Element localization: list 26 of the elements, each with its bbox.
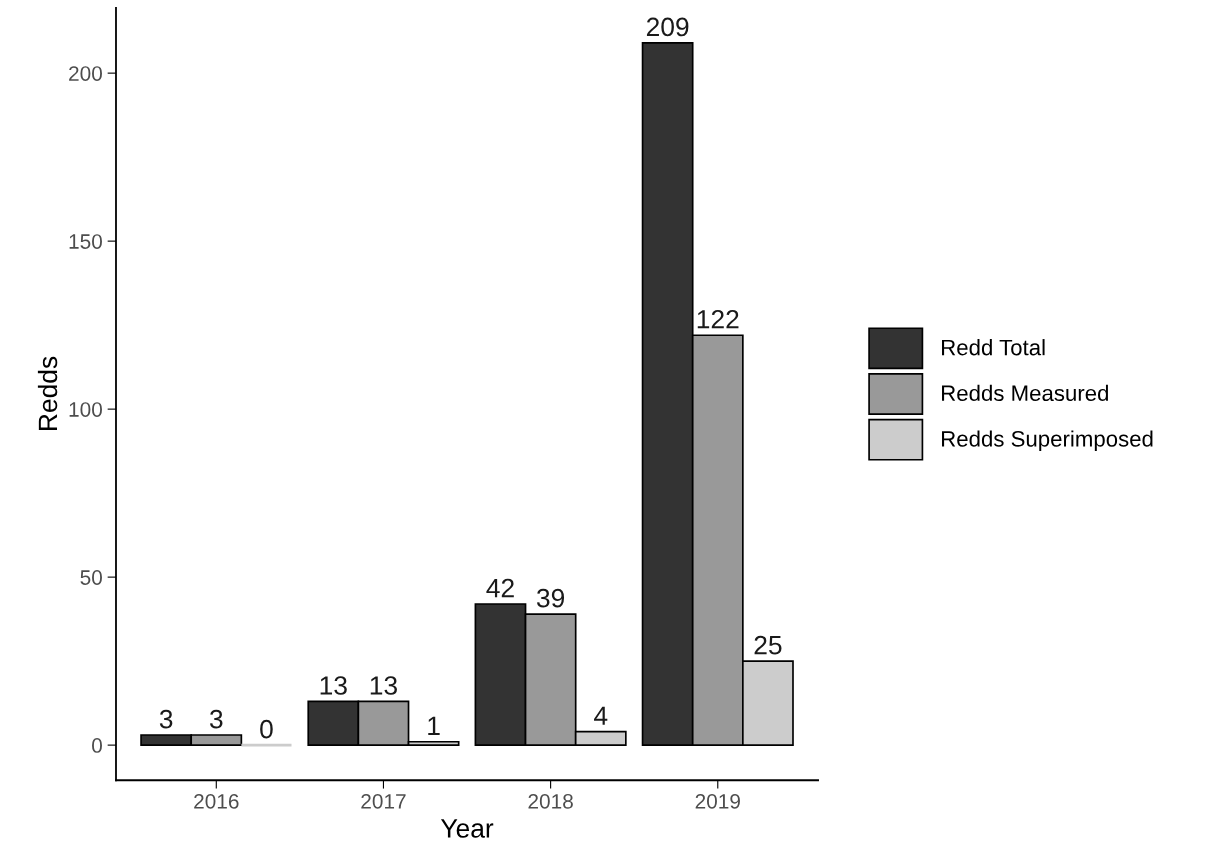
legend-label: Redds Measured xyxy=(942,384,1108,402)
data-label: 13 xyxy=(320,676,347,695)
y-tick-label: 100 xyxy=(69,402,102,417)
legend-label: Redd Total xyxy=(942,339,1045,356)
legend-label: Redds Superimposed xyxy=(942,430,1153,452)
x-tick-label: 2019 xyxy=(695,793,740,809)
x-tick-label: 2016 xyxy=(194,793,239,809)
data-label: 42 xyxy=(486,578,514,598)
x-tick-label: 2017 xyxy=(361,793,406,809)
data-label: 39 xyxy=(536,588,565,608)
data-label: 13 xyxy=(370,676,397,695)
data-label: 122 xyxy=(697,309,739,329)
x-axis-title: Year xyxy=(440,819,494,838)
data-label: 0 xyxy=(260,719,273,739)
data-label: 3 xyxy=(159,709,173,729)
y-tick-label: 200 xyxy=(69,66,102,81)
data-label: 209 xyxy=(646,17,689,37)
data-label: 4 xyxy=(594,706,608,725)
y-axis-title: Redds xyxy=(37,356,58,430)
data-label: 1 xyxy=(428,716,440,735)
y-tick-label: 150 xyxy=(69,234,102,249)
y-tick-label: 0 xyxy=(92,738,102,753)
data-label: 25 xyxy=(754,635,782,655)
data-label: 3 xyxy=(209,709,223,729)
y-tick-label: 50 xyxy=(80,570,102,585)
x-tick-label: 2018 xyxy=(528,793,573,809)
